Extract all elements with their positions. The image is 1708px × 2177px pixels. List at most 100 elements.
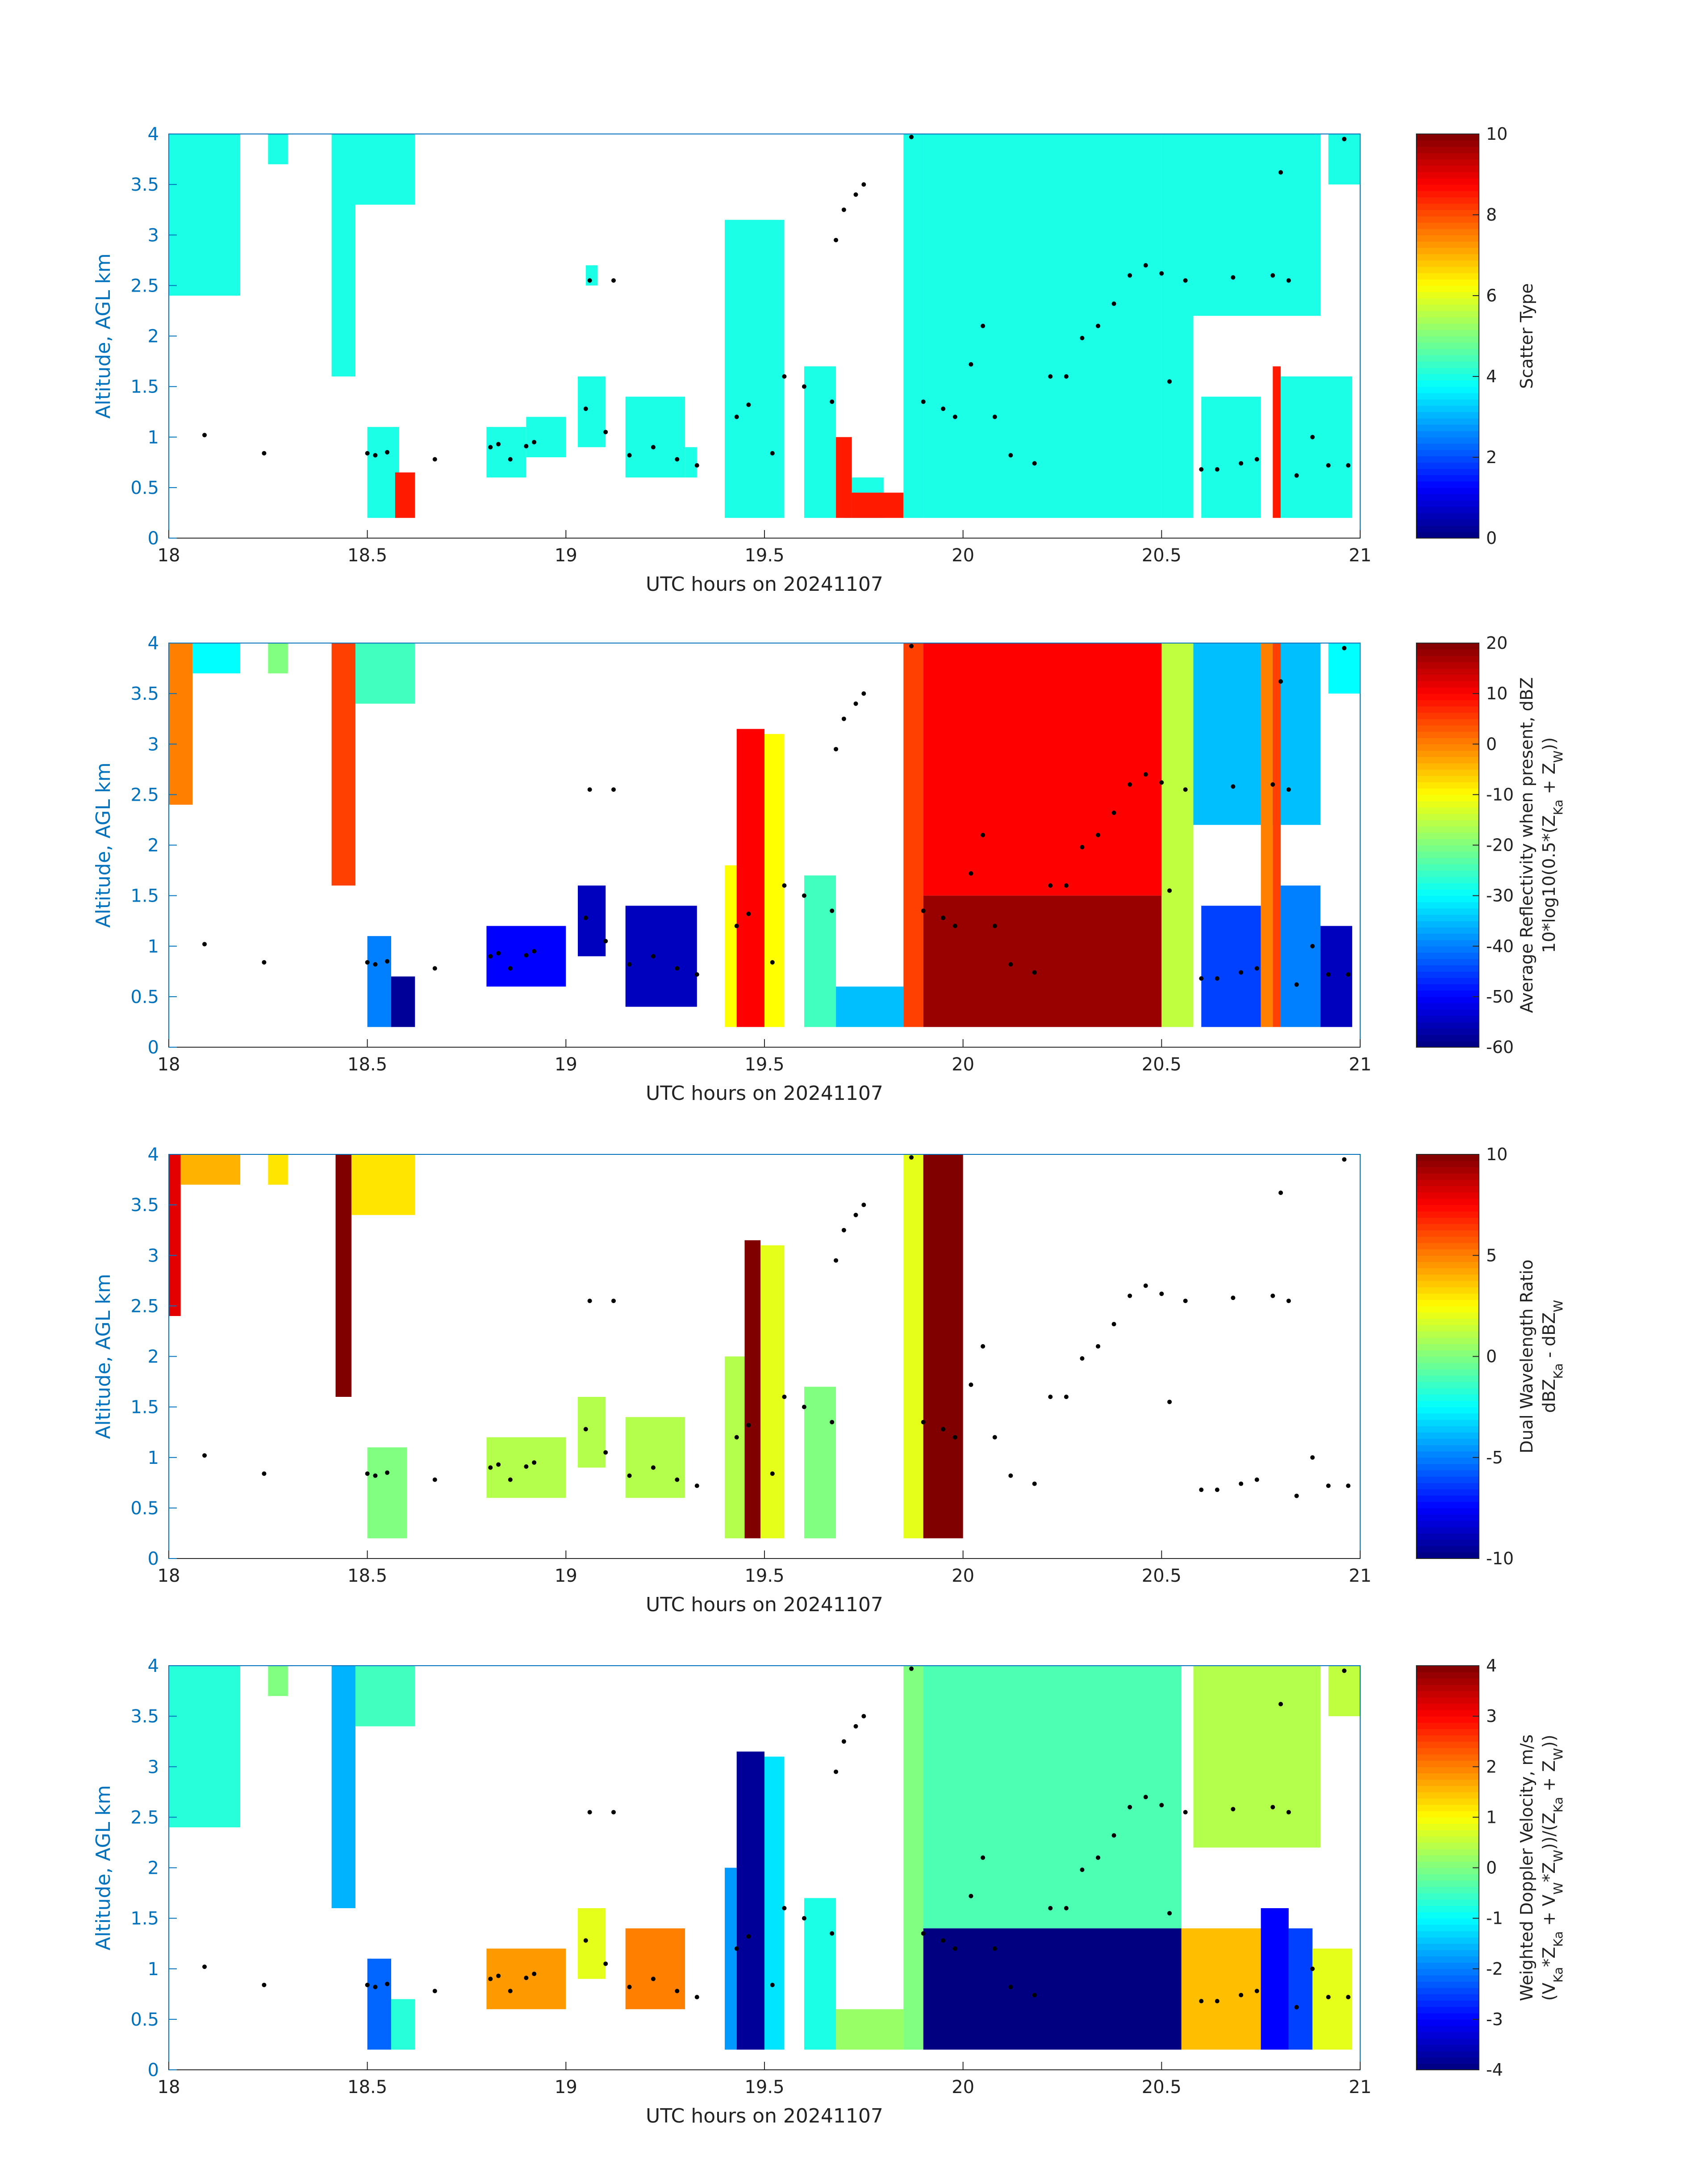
marker-point (1048, 374, 1053, 379)
x-axis-label: UTC hours on 20241107 (646, 1593, 883, 1616)
heatmap-region (355, 643, 415, 704)
colorbar-tick-label: 0 (1486, 734, 1497, 754)
colorbar-swatch (1416, 380, 1479, 387)
marker-point (734, 414, 739, 419)
y-tick-label: 2.5 (130, 276, 159, 296)
marker-point (834, 747, 839, 752)
colorbar-swatch (1416, 1419, 1479, 1426)
colorbar-swatch (1416, 744, 1479, 751)
heatmap-region (351, 1154, 415, 1215)
marker-point (1096, 323, 1101, 328)
marker-point (969, 1893, 973, 1898)
colorbar-swatch (1416, 1280, 1479, 1287)
heatmap-region (1193, 134, 1321, 316)
marker-point (603, 430, 608, 435)
colorbar-swatch (1416, 908, 1479, 915)
colorbar-swatch (1416, 895, 1479, 903)
colorbar-swatch (1416, 506, 1479, 514)
colorbar-tick-label: -4 (1486, 2060, 1503, 2080)
heatmap-region (367, 936, 392, 1027)
heatmap-region (1161, 134, 1194, 518)
marker-point (532, 1972, 537, 1976)
marker-point (694, 1483, 699, 1488)
heatmap-region (268, 1154, 288, 1185)
colorbar-swatch (1416, 2038, 1479, 2045)
colorbar-swatch (1416, 1988, 1479, 1994)
heatmap-region (331, 134, 355, 376)
heatmap-region (268, 643, 288, 673)
x-tick-label: 19 (555, 1054, 577, 1075)
heatmap-region (1328, 1666, 1360, 1717)
colorbar-swatch (1416, 1527, 1479, 1534)
colorbar-swatch (1416, 1747, 1479, 1755)
marker-point (1183, 278, 1188, 283)
colorbar-swatch (1416, 1691, 1479, 1698)
colorbar-swatch (1416, 531, 1479, 539)
marker-point (1278, 679, 1283, 684)
marker-point (262, 1982, 267, 1987)
colorbar-swatch (1416, 1394, 1479, 1401)
marker-point (770, 451, 775, 455)
marker-point (496, 1462, 501, 1467)
colorbar-swatch (1416, 971, 1479, 978)
marker-point (611, 278, 616, 283)
colorbar-swatch (1416, 687, 1479, 694)
marker-point (921, 1420, 926, 1425)
x-tick-label: 19 (555, 545, 577, 566)
marker-point (1270, 1805, 1275, 1809)
colorbar-swatch (1416, 355, 1479, 362)
y-axis-label: Altitude, AGL km (92, 762, 115, 928)
marker-point (941, 915, 946, 920)
y-tick-label: 3 (148, 734, 159, 755)
colorbar-swatch (1416, 203, 1479, 210)
colorbar-swatch (1416, 1268, 1479, 1275)
colorbar-swatch (1416, 399, 1479, 406)
marker-point (1096, 1855, 1101, 1860)
colorbar-tick-label: -2 (1486, 1959, 1503, 1979)
colorbar-swatch (1416, 706, 1479, 713)
heatmap-region (903, 1154, 923, 1538)
colorbar-swatch (1416, 1539, 1479, 1546)
marker-point (746, 1423, 751, 1428)
heatmap-region (1201, 397, 1261, 518)
heatmap-region (526, 417, 566, 457)
colorbar-swatch (1416, 864, 1479, 871)
marker-point (373, 1473, 378, 1478)
marker-point (1254, 1989, 1259, 1993)
colorbar-swatch (1416, 984, 1479, 991)
marker-point (675, 966, 680, 971)
colorbar-swatch (1416, 525, 1479, 532)
marker-point (432, 1989, 437, 1993)
colorbar-tick-label: -10 (1486, 1549, 1514, 1568)
marker-point (1159, 1803, 1164, 1808)
marker-point (1064, 1395, 1069, 1399)
colorbar-swatch (1416, 952, 1479, 959)
marker-point (1080, 1356, 1085, 1361)
marker-point (1346, 463, 1351, 468)
marker-point (952, 414, 957, 419)
colorbar-swatch (1416, 1861, 1479, 1868)
marker-point (909, 134, 914, 139)
x-axis-label: UTC hours on 20241107 (646, 2105, 883, 2127)
colorbar-swatch (1416, 1918, 1479, 1925)
marker-point (1342, 1668, 1347, 1673)
panel-1: 18 18.5 19 19.5 20 20.5 2100.511.522.533.54UTC… (92, 124, 1537, 596)
marker-point (262, 451, 267, 455)
marker-point (1143, 263, 1148, 268)
colorbar-swatch (1416, 1962, 1479, 1969)
colorbar-tick-label: 10 (1486, 1145, 1508, 1164)
heatmap-region (331, 1666, 355, 1908)
colorbar-tick-label: -50 (1486, 987, 1514, 1007)
y-tick-label: 1 (148, 427, 159, 448)
y-tick-label: 3.5 (130, 1706, 159, 1727)
marker-point (941, 1427, 946, 1432)
colorbar-swatch (1416, 1709, 1479, 1717)
heatmap-region (169, 1154, 181, 1316)
heatmap-region (1281, 376, 1353, 518)
marker-point (651, 1465, 656, 1470)
marker-point (1326, 1483, 1331, 1488)
colorbar-swatch (1416, 1792, 1479, 1799)
marker-point (969, 362, 973, 367)
colorbar-swatch (1416, 2032, 1479, 2039)
marker-point (202, 1964, 207, 1969)
